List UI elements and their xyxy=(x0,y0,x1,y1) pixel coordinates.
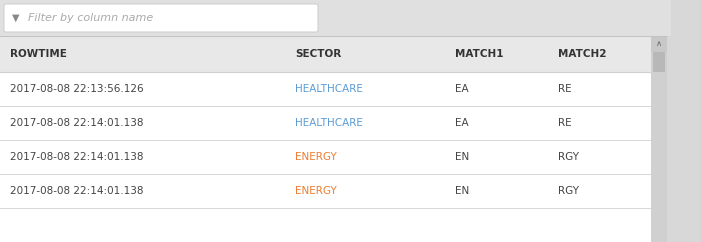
Text: ENERGY: ENERGY xyxy=(295,152,336,162)
Bar xyxy=(0,174,651,208)
Text: RE: RE xyxy=(558,84,571,94)
Text: SECTOR: SECTOR xyxy=(295,49,341,59)
Text: HEALTHCARE: HEALTHCARE xyxy=(295,118,363,128)
Text: EN: EN xyxy=(455,186,469,196)
Text: ROWTIME: ROWTIME xyxy=(10,49,67,59)
Text: ENERGY: ENERGY xyxy=(295,186,336,196)
Bar xyxy=(0,106,651,140)
Bar xyxy=(653,52,665,72)
Text: 2017-08-08 22:14:01.138: 2017-08-08 22:14:01.138 xyxy=(10,118,144,128)
Bar xyxy=(0,140,651,174)
Text: 2017-08-08 22:14:01.138: 2017-08-08 22:14:01.138 xyxy=(10,152,144,162)
Text: RE: RE xyxy=(558,118,571,128)
Text: EN: EN xyxy=(455,152,469,162)
Bar xyxy=(671,0,701,242)
Bar xyxy=(0,36,651,242)
Text: 2017-08-08 22:14:01.138: 2017-08-08 22:14:01.138 xyxy=(10,186,144,196)
Text: MATCH1: MATCH1 xyxy=(455,49,503,59)
Text: RGY: RGY xyxy=(558,152,579,162)
Text: MATCH2: MATCH2 xyxy=(558,49,606,59)
Text: EA: EA xyxy=(455,118,469,128)
Bar xyxy=(0,72,651,106)
Text: RGY: RGY xyxy=(558,186,579,196)
Bar xyxy=(0,0,701,36)
Text: EA: EA xyxy=(455,84,469,94)
Text: HEALTHCARE: HEALTHCARE xyxy=(295,84,363,94)
Bar xyxy=(651,36,667,242)
Text: ▼: ▼ xyxy=(12,13,20,23)
Bar xyxy=(0,36,651,72)
Text: Filter by column name: Filter by column name xyxy=(28,13,154,23)
Bar xyxy=(651,36,667,52)
Text: ∧: ∧ xyxy=(656,39,662,48)
Text: 2017-08-08 22:13:56.126: 2017-08-08 22:13:56.126 xyxy=(10,84,144,94)
FancyBboxPatch shape xyxy=(4,4,318,32)
